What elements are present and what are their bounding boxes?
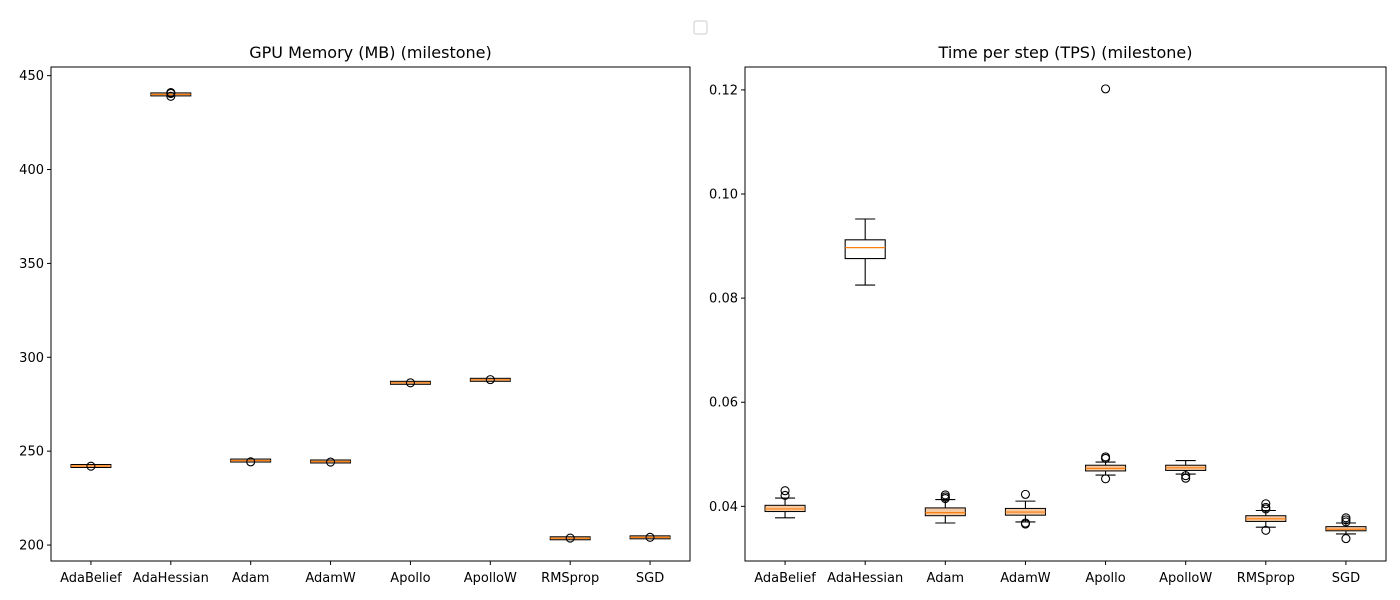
box-adam: [924, 490, 966, 524]
box-adamw: [1004, 489, 1046, 529]
y-tick-label: 250: [19, 445, 44, 460]
x-tick-label: RMSprop: [1237, 571, 1295, 586]
outlier-point: [246, 457, 256, 467]
box-adam: [230, 457, 272, 467]
outlier-point: [166, 87, 176, 98]
outlier-point: [1101, 474, 1111, 484]
time-per-step-plot-frame: [744, 66, 1387, 562]
time-per-step-axes: Time per step (TPS) (milestone) 0.04 0.06…: [709, 43, 1387, 586]
box-apollow: [469, 375, 511, 385]
box-adabelief: [70, 461, 112, 471]
outlier-point: [1341, 534, 1351, 544]
x-tick-label: AdaHessian: [827, 571, 903, 586]
box-apollo: [1085, 84, 1127, 484]
box-adahessian: [150, 87, 192, 101]
box-body: [844, 239, 886, 260]
outlier-point: [565, 533, 575, 543]
outlier-point: [780, 490, 790, 500]
x-tick-label: Adam: [927, 571, 965, 586]
x-tick-label: AdaHessian: [133, 571, 209, 586]
x-tick-label: SGD: [1332, 571, 1360, 586]
outlier-point: [86, 461, 96, 471]
outlier-point: [405, 378, 415, 388]
box-adahessian: [844, 218, 886, 286]
x-tick-label: AdaBelief: [754, 571, 816, 586]
gpu-memory-title: GPU Memory (MB) (milestone): [249, 43, 492, 62]
gpu-memory-axes: GPU Memory (MB) (milestone) 200 250 300 350…: [19, 43, 691, 586]
x-tick-label: AdaBelief: [60, 571, 122, 586]
outlier-point: [1261, 502, 1271, 512]
outlier-point: [166, 91, 176, 101]
time-per-step-title: Time per step (TPS) (milestone): [938, 43, 1193, 62]
outlier-point: [940, 490, 950, 500]
y-tick-label: 300: [19, 351, 44, 366]
outlier-point: [1020, 489, 1030, 499]
box-sgd: [629, 532, 671, 542]
box-rmsprop: [549, 533, 591, 543]
outlier-point: [1101, 84, 1111, 94]
outlier-point: [1341, 513, 1351, 523]
outlier-point: [1101, 452, 1111, 462]
y-tick-label: 0.12: [709, 83, 738, 98]
box-adamw: [310, 457, 352, 467]
legend-box: [693, 20, 708, 35]
y-tick-label: 400: [19, 163, 44, 178]
y-tick-label: 350: [19, 257, 44, 272]
outlier-point: [1261, 525, 1271, 535]
outlier-point: [780, 486, 790, 496]
y-tick-label: 0.06: [709, 396, 738, 411]
x-tick-label: AdamW: [305, 571, 356, 586]
outlier-point: [485, 375, 495, 385]
x-tick-label: Adam: [232, 571, 270, 586]
box-apollo: [389, 378, 431, 388]
box-sgd: [1325, 513, 1367, 544]
y-tick-label: 0.04: [709, 500, 738, 515]
x-tick-label: Apollo: [1085, 571, 1125, 586]
outlier-point: [645, 532, 655, 542]
x-tick-label: ApolloW: [464, 571, 517, 586]
box-rmsprop: [1245, 499, 1287, 535]
outlier-point: [1181, 473, 1191, 483]
box-body: [924, 507, 966, 517]
outlier-point: [1020, 518, 1030, 528]
outlier-point: [1261, 499, 1271, 509]
y-tick-label: 0.08: [709, 292, 738, 307]
box-adabelief: [764, 486, 806, 519]
outlier-point: [1181, 471, 1191, 481]
x-tick-label: Apollo: [390, 571, 430, 586]
x-tick-label: ApolloW: [1159, 571, 1212, 586]
x-tick-label: SGD: [636, 571, 664, 586]
x-tick-label: RMSprop: [541, 571, 599, 586]
gpu-memory-plot-frame: [50, 66, 691, 562]
y-tick-label: 0.10: [709, 188, 738, 203]
box-apollow: [1165, 459, 1207, 483]
y-tick-label: 200: [19, 539, 44, 554]
outlier-point: [326, 457, 336, 467]
x-tick-label: AdamW: [1000, 571, 1051, 586]
y-tick-label: 450: [19, 69, 44, 84]
